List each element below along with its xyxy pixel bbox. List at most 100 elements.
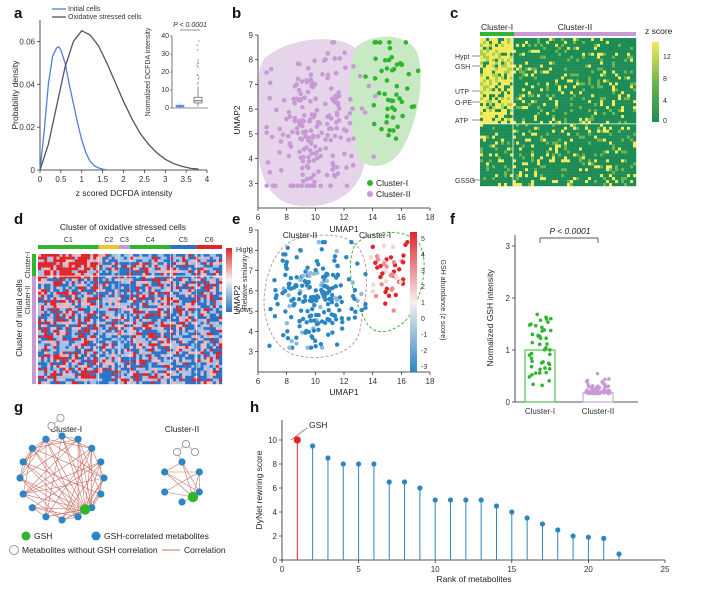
d-heatmap-cell: [179, 281, 182, 284]
c-heatmap-cell: [492, 62, 495, 65]
c-heatmap-cell: [606, 100, 609, 103]
c-heatmap-cell: [525, 103, 528, 106]
c-heatmap-cell: [528, 56, 531, 59]
c-heatmap-cell: [561, 136, 564, 139]
d-heatmap-cell: [69, 308, 72, 311]
d-heatmap-cell: [151, 338, 154, 341]
b-point-cluster-i: [394, 136, 399, 141]
d-heatmap-cell: [155, 303, 158, 306]
d-heatmap-cell: [124, 265, 127, 268]
c-heatmap-cell: [516, 150, 519, 153]
c-heatmap-cell: [552, 56, 555, 59]
d-heatmap-cell: [167, 308, 170, 311]
c-heatmap-cell: [609, 180, 612, 183]
c-heatmap-cell: [549, 79, 552, 82]
d-heatmap-cell: [112, 319, 115, 322]
d-heatmap-cell: [167, 327, 170, 330]
d-heatmap-cell: [38, 327, 41, 330]
c-heatmap-cell: [633, 183, 636, 186]
d-heatmap-cell: [63, 335, 66, 338]
c-heatmap-cell: [552, 74, 555, 77]
c-heatmap-cell: [624, 165, 627, 168]
c-heatmap-cell: [519, 50, 522, 53]
d-heatmap-cell: [56, 333, 59, 336]
d-heatmap-cell: [185, 292, 188, 295]
c-heatmap-cell: [597, 65, 600, 68]
d-heatmap-cell: [219, 333, 222, 336]
c-heatmap-cell: [504, 133, 507, 136]
c-heatmap-cell: [552, 91, 555, 94]
d-heatmap-cell: [210, 268, 213, 271]
d-heatmap-cell: [164, 284, 167, 287]
d-heatmap-cell: [133, 289, 136, 292]
c-heatmap-cell: [519, 100, 522, 103]
c-heatmap-cell: [588, 88, 591, 91]
c-heatmap-cell: [612, 136, 615, 139]
b-point-cluster-ii: [269, 67, 274, 72]
d-heatmap-cell: [197, 254, 200, 257]
d-heatmap-cell: [78, 303, 81, 306]
d-heatmap-cell: [136, 281, 139, 284]
d-heatmap-cell: [142, 297, 145, 300]
c-heatmap-cell: [609, 136, 612, 139]
b-point-cluster-i: [412, 104, 417, 109]
c-heatmap-cell: [603, 183, 606, 186]
c-heatmap-cell: [603, 177, 606, 180]
d-heatmap-cell: [93, 322, 96, 325]
c-heatmap-cell: [621, 38, 624, 41]
c-heatmap-cell: [615, 142, 618, 145]
c-heatmap-cell: [609, 65, 612, 68]
d-heatmap-cell: [136, 297, 139, 300]
c-heatmap-cell: [582, 71, 585, 74]
d-heatmap-cell: [148, 297, 151, 300]
c-heatmap-cell: [483, 97, 486, 100]
c-heatmap-cell: [570, 124, 573, 127]
c-heatmap-cell: [579, 115, 582, 118]
d-heatmap-cell: [207, 308, 210, 311]
c-heatmap-cell: [585, 118, 588, 121]
c-heatmap-cell: [567, 71, 570, 74]
c-heatmap-cell: [516, 171, 519, 174]
c-heatmap-cell: [573, 65, 576, 68]
c-heatmap-cell: [585, 74, 588, 77]
d-heatmap-cell: [38, 308, 41, 311]
c-heatmap-cell: [519, 177, 522, 180]
c-heatmap-cell: [624, 103, 627, 106]
d-heatmap-cell: [207, 292, 210, 295]
c-heatmap-cell: [486, 44, 489, 47]
c-heatmap-cell: [564, 142, 567, 145]
d-heatmap-cell: [81, 316, 84, 319]
b-point-cluster-ii: [303, 129, 308, 134]
d-heatmap-cell: [102, 289, 105, 292]
c-heatmap-cell: [615, 130, 618, 133]
c-heatmap-cell: [495, 88, 498, 91]
d-heatmap-cell: [197, 335, 200, 338]
d-heatmap-cell: [59, 278, 62, 281]
c-heatmap-cell: [552, 130, 555, 133]
c-heatmap-cell: [513, 159, 516, 162]
c-heatmap-cell: [597, 50, 600, 53]
d-heatmap-cell: [115, 284, 118, 287]
c-heatmap-cell: [576, 168, 579, 171]
d-heatmap-cell: [38, 273, 41, 276]
d-heatmap-cell: [201, 314, 204, 317]
d-heatmap-cell: [53, 341, 56, 344]
c-heatmap-cell: [564, 165, 567, 168]
c-heatmap-cell: [633, 74, 636, 77]
c-heatmap-cell: [543, 74, 546, 77]
d-heatmap-cell: [99, 281, 102, 284]
c-heatmap-cell: [615, 79, 618, 82]
b-point-cluster-i: [416, 69, 421, 74]
d-heatmap-cell: [69, 335, 72, 338]
c-heatmap-cell: [516, 165, 519, 168]
c-heatmap-cell: [612, 109, 615, 112]
c-heatmap-cell: [555, 44, 558, 47]
c-heatmap-cell: [513, 153, 516, 156]
d-heatmap-cell: [204, 254, 207, 257]
c-heatmap-cell: [567, 168, 570, 171]
c-heatmap-cell: [561, 133, 564, 136]
c-heatmap-cell: [621, 56, 624, 59]
d-heatmap-cell: [124, 338, 127, 341]
d-heatmap-cell: [213, 341, 216, 344]
c-heatmap-cell: [498, 159, 501, 162]
